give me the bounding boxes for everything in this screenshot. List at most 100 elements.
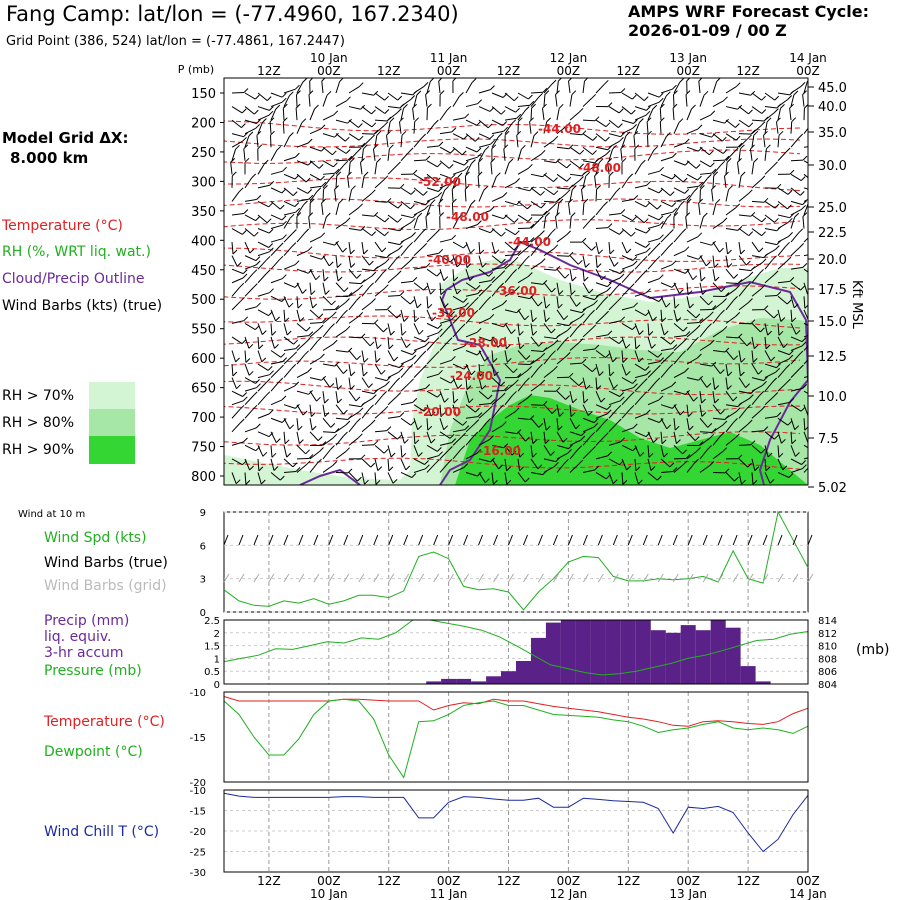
- wind-barb: [504, 273, 513, 284]
- wind-barb: [764, 201, 776, 209]
- wind-barb: [803, 390, 808, 395]
- wind-barb-flag: [795, 329, 801, 335]
- wind-barb: [244, 135, 250, 148]
- wind-barb: [594, 175, 597, 188]
- wind-barb-flag: [568, 78, 573, 82]
- wind-barb-flag: [475, 285, 481, 290]
- wind-barb-flag: [295, 404, 300, 409]
- wind-barb-flag: [502, 121, 508, 126]
- wind-barb-flag: [609, 249, 615, 255]
- wind-barb: [361, 193, 372, 202]
- wind-barb: [738, 444, 752, 446]
- wind-barb: [803, 457, 808, 460]
- wind-barb: [530, 367, 539, 378]
- wind-barb: [465, 241, 471, 254]
- surface-wind-barb-grid: [792, 573, 799, 583]
- wind-barb-flag: [235, 357, 240, 363]
- wind-barb-flag: [633, 383, 638, 389]
- wind-barb-flag: [253, 231, 259, 237]
- wind-barb-flag: [350, 249, 355, 255]
- wind-barb: [335, 133, 346, 142]
- pressure-unit: (mb): [856, 642, 890, 658]
- wind-barb: [621, 472, 624, 485]
- wind-barb-flag: [258, 466, 264, 472]
- wind-barb-flag: [487, 123, 493, 129]
- wind-barb: [348, 106, 361, 110]
- wind-barb: [387, 336, 390, 349]
- wind-barb-flag: [398, 367, 404, 373]
- wind-barb-flag: [476, 350, 482, 356]
- wind-barb-flag: [486, 418, 491, 423]
- wind-barb: [608, 133, 621, 138]
- wind-barb: [322, 404, 326, 417]
- wind-barb-flag: [672, 344, 678, 349]
- pressure-tick-label: 650: [191, 382, 216, 397]
- wind-barb-flag: [489, 206, 495, 211]
- wind-barb: [452, 436, 462, 446]
- wind-barb: [660, 217, 668, 229]
- wind-barb-flag: [688, 425, 694, 431]
- wind-barb: [569, 94, 573, 107]
- wind-barb-flag: [794, 425, 800, 431]
- wind-barb-flag: [800, 285, 805, 291]
- wind-barb-flag: [385, 381, 390, 386]
- wind-barb: [230, 162, 233, 175]
- wind-barb-flag: [719, 369, 725, 374]
- wind-barb-flag: [774, 108, 779, 113]
- wind-barb: [595, 350, 606, 359]
- wind-barb-flag: [590, 309, 595, 315]
- wind-barb: [413, 418, 419, 430]
- wind-barb-flag: [776, 412, 782, 417]
- wind-barb-flag: [310, 290, 316, 296]
- wind-barb-flag: [500, 109, 506, 115]
- wind-barb-flag: [564, 273, 570, 279]
- wind-barb: [738, 336, 748, 347]
- wind-barb-flag: [592, 163, 598, 168]
- wind-barb-flag: [433, 119, 439, 125]
- wind-barb-flag: [471, 159, 476, 164]
- surface-wind-barb: [478, 534, 484, 546]
- wind-barb: [595, 413, 608, 419]
- wind-barb: [374, 323, 384, 333]
- wind-barb-flag: [252, 391, 258, 397]
- wind-barb: [490, 162, 493, 175]
- wind-barb-flag: [245, 358, 251, 363]
- wind-barb: [374, 200, 388, 203]
- wind-barb: [542, 108, 545, 121]
- temperature-label: -28.00: [464, 336, 507, 350]
- wind-barb-flag: [243, 437, 248, 443]
- wind-barb-flag: [684, 269, 690, 274]
- wind-barb: [803, 404, 808, 417]
- wind-barb: [621, 427, 634, 433]
- wind-tick-label: 3: [200, 575, 206, 586]
- time-tick-label: 12Z: [497, 64, 521, 78]
- wind-barb: [231, 92, 245, 94]
- wind-barb: [283, 246, 293, 256]
- precip-bar: [680, 625, 696, 684]
- wind-barb: [634, 363, 646, 371]
- wind-barb: [790, 216, 796, 229]
- wind-barb: [244, 427, 257, 433]
- wind-barb-flag: [515, 107, 520, 113]
- wind-barb-flag: [753, 344, 759, 350]
- wind-barb: [478, 439, 490, 446]
- wind-barb: [270, 472, 281, 481]
- wind-barb: [673, 94, 675, 107]
- wind-barb-flag: [785, 241, 790, 247]
- surface-wind-barb: [238, 534, 244, 546]
- wind-barb-flag: [423, 82, 429, 87]
- wind-barb-flag: [321, 198, 326, 204]
- wind-barb: [491, 408, 500, 419]
- wind-barb-flag: [318, 313, 324, 319]
- panel1-fill-layer: [224, 78, 808, 485]
- wind-barb: [634, 431, 647, 438]
- wind-barb: [244, 214, 256, 222]
- wind-barb: [426, 431, 432, 444]
- wind-barb: [517, 259, 526, 270]
- wind-barb-flag: [798, 133, 804, 139]
- wind-barb: [647, 238, 660, 243]
- surface-wind-barb-grid: [493, 573, 499, 583]
- wind-barb-flag: [658, 215, 664, 221]
- wind-barb-flag: [537, 464, 543, 470]
- wind-barb: [413, 173, 425, 182]
